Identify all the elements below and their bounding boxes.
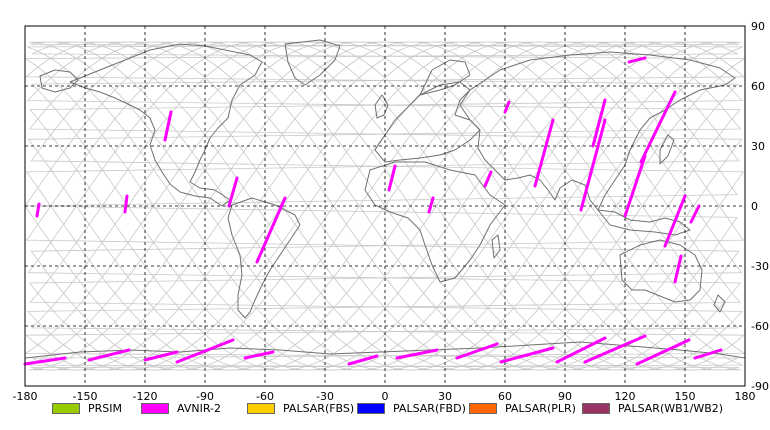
longitude-tick-label: -180 <box>13 390 38 403</box>
coverage-swath <box>689 204 701 224</box>
coast-africa <box>364 161 506 283</box>
legend-item-palsar-fbd: PALSAR(FBD) <box>357 400 466 416</box>
longitude-tick-label: 150 <box>675 390 696 403</box>
coverage-swath <box>483 170 493 188</box>
legend-item-prsim: PRSIM <box>52 400 122 416</box>
longitude-tick-label: -90 <box>196 390 214 403</box>
coverage-swath <box>255 196 287 264</box>
legend-label: PRSIM <box>88 401 122 415</box>
longitude-tick-labels: -180 -150 -120 -90 -60 -30 0 30 60 90 120 150 180 <box>13 390 756 403</box>
map-frame <box>24 25 746 387</box>
legend-label: PALSAR(FBS) <box>283 401 355 415</box>
coverage-swath <box>395 348 439 360</box>
longitude-tick-label: -60 <box>256 390 274 403</box>
coast-antarctica <box>24 341 746 359</box>
coverage-swath <box>635 338 691 366</box>
coast-alaska <box>39 69 79 93</box>
coverage-swath <box>387 164 397 192</box>
coverage-swath <box>143 350 179 362</box>
legend-label: PALSAR(WB1/WB2) <box>618 401 724 415</box>
latitude-tick-label: 60 <box>751 80 765 93</box>
coverage-swath <box>555 336 607 364</box>
coast-new-zealand <box>713 294 726 313</box>
coverage-swath <box>175 338 235 364</box>
coverage-swath <box>579 118 607 212</box>
orbit-track <box>25 41 740 371</box>
coverage-swath <box>503 100 511 114</box>
coverage-swath <box>623 154 647 218</box>
legend-item-palsar-wb: PALSAR(WB1/WB2) <box>582 400 723 416</box>
coast-north-america <box>69 43 263 207</box>
legend-label: PALSAR(FBD) <box>393 401 466 415</box>
longitude-tick-label: 0 <box>382 390 389 403</box>
longitude-tick-label: 90 <box>558 390 572 403</box>
latitude-tick-label: -60 <box>751 320 769 333</box>
latitude-tick-label: 90 <box>751 20 765 33</box>
orbit-track <box>27 41 740 371</box>
coverage-swath <box>427 196 435 214</box>
legend-swatch <box>52 402 80 414</box>
coastlines <box>24 39 746 359</box>
legend-swatch <box>582 402 610 414</box>
coast-greenland <box>284 39 341 86</box>
sensor-legend: PRSIM AVNIR-2 PALSAR(FBS) PALSAR(FBD) PA… <box>0 400 770 424</box>
legend-label: AVNIR-2 <box>177 401 221 415</box>
coverage-swath <box>23 356 67 366</box>
orbit-track <box>27 41 742 371</box>
coverage-swath <box>243 350 275 360</box>
coast-australia <box>619 239 703 303</box>
legend-item-palsar-plr: PALSAR(PLR) <box>469 400 576 416</box>
latitude-tick-label: -30 <box>751 260 769 273</box>
coverage-swath <box>693 348 723 360</box>
coverage-swaths <box>23 56 723 366</box>
coast-south-america <box>227 197 301 319</box>
coverage-swath <box>639 90 677 164</box>
coverage-swath <box>163 110 173 142</box>
coverage-swath <box>227 176 239 208</box>
coverage-swath <box>455 342 499 360</box>
coast-europe <box>374 81 481 163</box>
longitude-tick-label: 180 <box>735 390 756 403</box>
legend-item-palsar-fbs: PALSAR(FBS) <box>247 400 354 416</box>
coverage-swath <box>123 194 129 214</box>
latitude-tick-labels: 90 60 30 0 -30 -60 -90 <box>751 20 769 393</box>
coast-madagascar <box>491 234 501 259</box>
latitude-tick-label: -90 <box>751 380 769 393</box>
longitude-tick-label: 60 <box>498 390 512 403</box>
coverage-swath <box>499 346 555 364</box>
longitude-tick-label: -30 <box>316 390 334 403</box>
coast-uk <box>374 94 389 119</box>
coast-scandinavia <box>419 59 471 96</box>
legend-label: PALSAR(PLR) <box>505 401 576 415</box>
legend-item-avnir-2: AVNIR-2 <box>141 400 221 416</box>
orbit-track <box>32 41 746 371</box>
longitude-tick-label: -150 <box>73 390 98 403</box>
coverage-swath <box>673 254 683 284</box>
coverage-swath <box>663 194 687 248</box>
coverage-swath <box>35 202 41 218</box>
latitude-tick-label: 0 <box>751 200 758 213</box>
coverage-swath <box>87 348 131 362</box>
longitude-tick-label: 30 <box>438 390 452 403</box>
coverage-swath <box>591 98 607 148</box>
legend-swatch <box>469 402 497 414</box>
legend-swatch <box>141 402 169 414</box>
orbit-track <box>29 41 744 371</box>
coverage-swath <box>627 56 647 64</box>
latitude-tick-label: 30 <box>751 140 765 153</box>
coverage-swath <box>347 354 379 366</box>
legend-swatch <box>357 402 385 414</box>
coverage-swath <box>533 118 555 188</box>
longitude-tick-label: 120 <box>615 390 636 403</box>
coverage-swath <box>583 334 647 364</box>
coast-asia <box>459 51 736 211</box>
coast-japan <box>659 134 675 165</box>
legend-swatch <box>247 402 275 414</box>
longitude-tick-label: -120 <box>133 390 158 403</box>
